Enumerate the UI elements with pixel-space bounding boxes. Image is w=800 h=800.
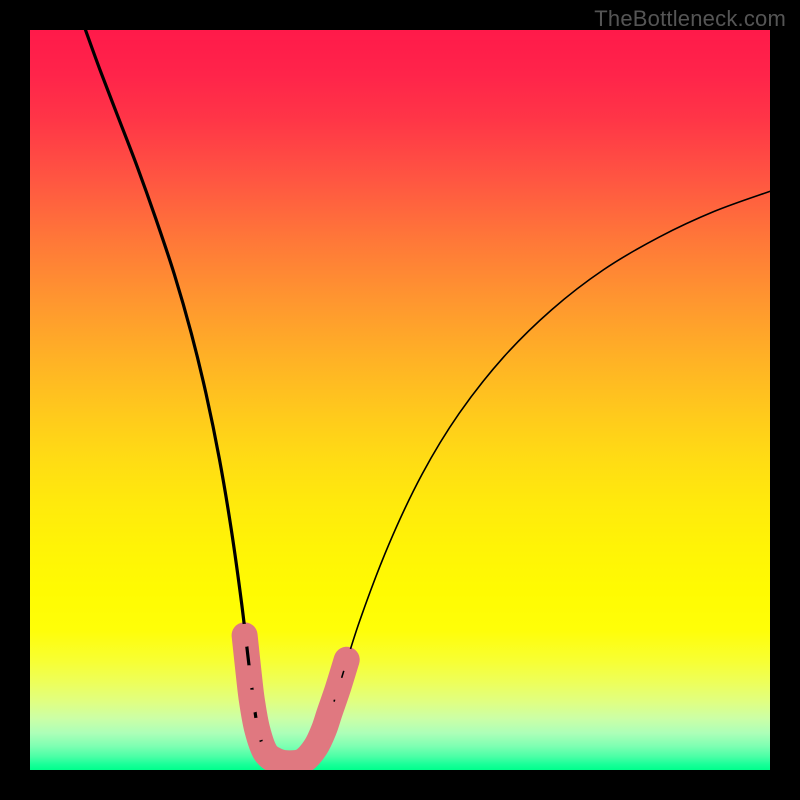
bottleneck-curve-chart [30,30,770,770]
chart-background [30,30,770,770]
curve-marker [238,666,260,688]
curve-marker [336,649,358,671]
curve-marker [234,624,256,646]
curve-marker [319,701,341,723]
chart-plot-area [30,30,770,770]
watermark-text: TheBottleneck.com [594,6,786,32]
curve-marker [246,718,268,740]
curve-marker [241,690,263,712]
curve-marker [327,678,349,700]
